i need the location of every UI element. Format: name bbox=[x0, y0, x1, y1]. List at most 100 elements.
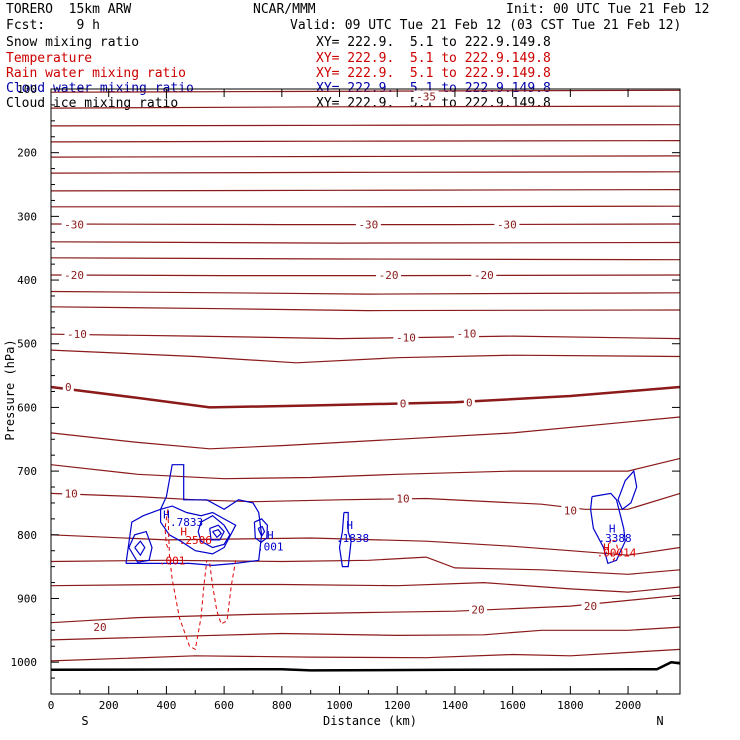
x-tick-label: 1600 bbox=[499, 699, 526, 712]
isotherm-label-bg bbox=[413, 90, 439, 103]
isotherm-label: 20 bbox=[471, 603, 484, 616]
ground-surface-line bbox=[50, 660, 681, 672]
x-axis-title: Distance (km) bbox=[323, 714, 417, 728]
cloud-water-contour bbox=[212, 528, 223, 539]
rain-contour bbox=[209, 560, 237, 625]
isotherm-label: 20 bbox=[93, 621, 106, 634]
cloud-water-contour bbox=[338, 511, 352, 568]
init-time: Init: 00 UTC Tue 21 Feb 12 bbox=[506, 2, 710, 17]
isotherm-label: 10 bbox=[396, 492, 409, 505]
cloud-water-contour bbox=[197, 514, 231, 549]
x-ticks: 0 200 400 600 800 1000 1200 1400 1600 1800 2000 bbox=[48, 89, 658, 712]
y-tick-label: 1000 bbox=[11, 656, 38, 669]
valid-time: Valid: 09 UTC Tue 21 Feb 12 (03 CST Tue … bbox=[290, 18, 682, 33]
forecast-hour: Fcst: 9 h bbox=[6, 18, 100, 33]
isotherm-label: 0 bbox=[65, 381, 72, 394]
isotherm-label-bg bbox=[561, 504, 580, 517]
rain-label: .2506 bbox=[179, 534, 212, 547]
isotherm-line bbox=[50, 124, 681, 127]
rain-label: .001 bbox=[159, 554, 186, 567]
isotherm-line bbox=[50, 457, 681, 480]
isotherm-label-bg bbox=[62, 381, 74, 394]
isotherm-line bbox=[50, 89, 681, 93]
x-tick-label: 800 bbox=[272, 699, 292, 712]
north-label: N bbox=[656, 714, 663, 728]
isotherm-line bbox=[50, 594, 681, 624]
cloud-water-contour bbox=[617, 469, 638, 511]
isotherm-label: -20 bbox=[474, 269, 494, 282]
isotherm-line bbox=[50, 171, 681, 174]
isotherm-label: -30 bbox=[497, 219, 517, 232]
cloud-water-label: .3388 bbox=[599, 532, 632, 545]
cloud-water-contour bbox=[589, 492, 626, 565]
x-tick-label: 1800 bbox=[557, 699, 584, 712]
x-tick-label: 1200 bbox=[384, 699, 411, 712]
isotherm-label: 10 bbox=[564, 505, 577, 518]
isotherm-label-bg bbox=[394, 492, 413, 505]
isotherm-line bbox=[50, 385, 681, 409]
isotherm-label: 10 bbox=[65, 487, 78, 500]
rain-label: .00014 bbox=[597, 547, 637, 560]
cloud-water-contour bbox=[209, 524, 225, 541]
y-tick-label: 100 bbox=[17, 83, 37, 96]
cloud-water-contour bbox=[128, 530, 153, 563]
isotherm-line bbox=[50, 306, 681, 312]
isotherm-label: -30 bbox=[358, 219, 378, 232]
field-name-temperature: Temperature bbox=[6, 51, 93, 66]
south-label: S bbox=[81, 714, 88, 728]
y-tick-label: 500 bbox=[17, 338, 37, 351]
rain-contour bbox=[607, 539, 619, 562]
axes: 0 200 400 600 800 1000 1200 1400 1600 1800 2000 10… bbox=[3, 83, 681, 728]
y-tick-label: 600 bbox=[17, 401, 37, 414]
isotherm-line bbox=[50, 290, 681, 295]
cloud-water-contour bbox=[125, 464, 263, 567]
isotherm-line bbox=[50, 349, 681, 364]
field-xy-snow: XY= 222.9. 5.1 to 222.9.149.8 bbox=[316, 35, 551, 50]
field-name-rain: Rain water mixing ratio bbox=[6, 66, 187, 81]
field-xy-cloud-ice: XY= 222.9. 5.1 to 222.9.149.8 bbox=[316, 96, 551, 111]
rain-label: H bbox=[180, 526, 187, 539]
isotherm-label-bg bbox=[61, 218, 87, 231]
isotherm-line bbox=[50, 492, 681, 510]
isotherm-line bbox=[50, 556, 681, 575]
x-tick-label: 200 bbox=[99, 699, 119, 712]
isotherm-line bbox=[50, 648, 681, 662]
cloud-water-contour bbox=[253, 518, 269, 544]
isotherm-line bbox=[50, 534, 681, 556]
isotherm-label: -20 bbox=[64, 269, 84, 282]
isotherm-line bbox=[50, 105, 681, 109]
x-tick-label: 0 bbox=[48, 699, 55, 712]
rain-contours bbox=[164, 509, 619, 651]
x-tick-label: 1400 bbox=[442, 699, 469, 712]
rain-label: H bbox=[603, 542, 610, 555]
x-tick-label: 600 bbox=[214, 699, 234, 712]
isotherm-line bbox=[50, 274, 681, 277]
isotherm-line bbox=[50, 333, 681, 340]
y-tick-label: 300 bbox=[17, 210, 37, 223]
rain-contour bbox=[168, 553, 208, 651]
isotherm-label-bg bbox=[355, 218, 381, 231]
model-title: TORERO 15km ARW bbox=[6, 2, 132, 17]
isotherm-label-bg bbox=[91, 621, 110, 634]
isotherm-line bbox=[50, 416, 681, 450]
cloud-water-label: .1838 bbox=[336, 532, 369, 545]
cloud-water-label: .001 bbox=[257, 540, 284, 553]
isotherm-label: -10 bbox=[67, 328, 87, 341]
x-tick-label: 400 bbox=[156, 699, 176, 712]
isotherm-line bbox=[50, 257, 681, 261]
cloud-water-label: H bbox=[346, 519, 353, 532]
isotherm-label: -30 bbox=[64, 219, 84, 232]
isotherm-label-bg bbox=[494, 218, 520, 231]
cloud-water-contour bbox=[160, 505, 237, 555]
y-tick-label: 400 bbox=[17, 274, 37, 287]
y-tick-label: 900 bbox=[17, 592, 37, 605]
rain-contour bbox=[164, 509, 170, 551]
isotherm-label-bg bbox=[469, 603, 488, 616]
y-tick-label: 200 bbox=[17, 147, 37, 160]
cloud-water-label: H bbox=[267, 529, 274, 542]
isotherm-label-bg bbox=[397, 397, 409, 410]
ground-line bbox=[50, 660, 681, 672]
y-tick-label: 700 bbox=[17, 465, 37, 478]
